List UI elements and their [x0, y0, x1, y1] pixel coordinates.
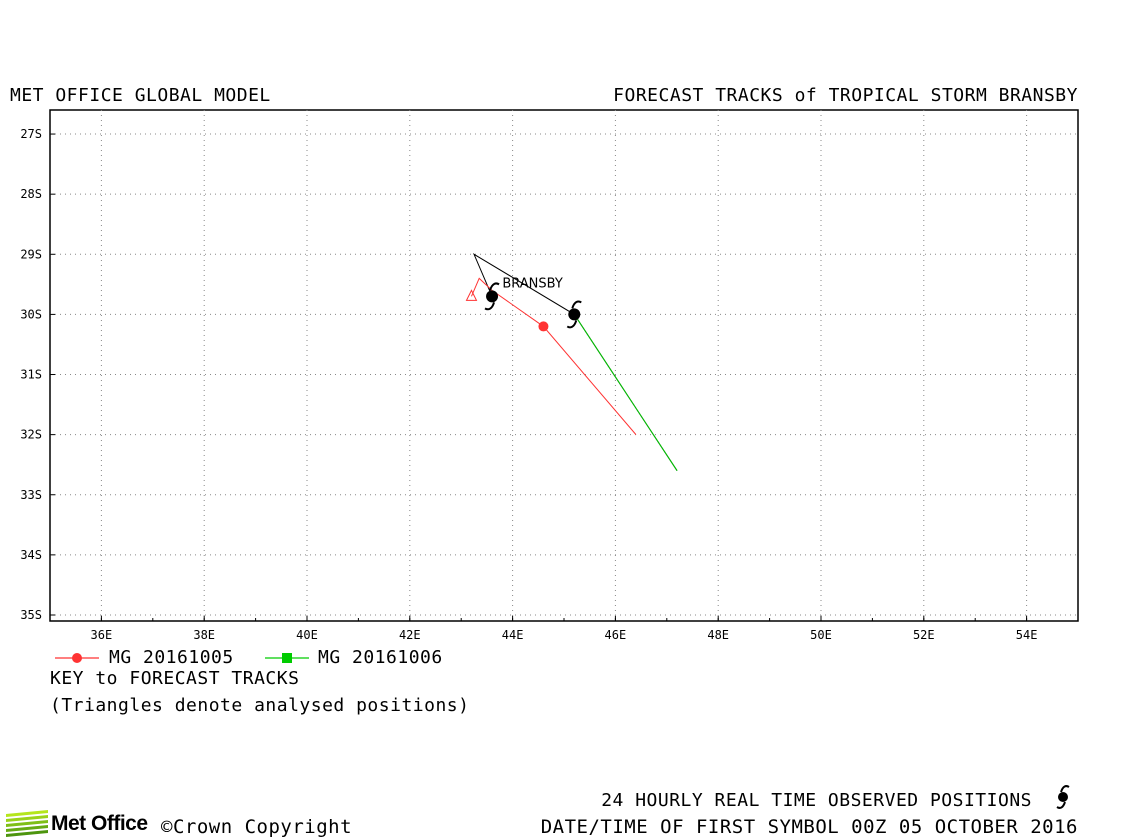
- lon-tick-label: 44E: [502, 628, 524, 642]
- storm-name-label: BRANSBY: [502, 276, 563, 291]
- forecast-marker: [538, 321, 549, 332]
- key-title: KEY to FORECAST TRACKS: [50, 668, 300, 689]
- analysed-position-triangle: [465, 289, 478, 301]
- lat-tick-label: 32S: [20, 428, 42, 442]
- lon-tick-label: 50E: [810, 628, 832, 642]
- first-symbol-datetime: DATE/TIME OF FIRST SYMBOL 00Z 05 OCTOBER…: [540, 816, 1078, 838]
- left-title: MET OFFICE GLOBAL MODEL: [10, 85, 271, 106]
- forecast-track-line: [573, 314, 678, 471]
- right-title: FORECAST TRACKS of TROPICAL STORM BRANSB…: [613, 85, 1078, 106]
- analysed-note: (Triangles denote analysed positions): [50, 695, 470, 716]
- forecast-track-line: [491, 289, 637, 435]
- met-office-brand: Met Office: [51, 812, 148, 835]
- lat-tick-label: 31S: [20, 368, 42, 382]
- legend-mg-20161005-symbol: [55, 653, 99, 663]
- analysed-track-line: [471, 277, 493, 297]
- lon-tick-label: 40E: [296, 628, 318, 642]
- legend-mg-20161005-label: MG 20161005: [109, 647, 234, 668]
- lon-tick-label: 48E: [707, 628, 729, 642]
- lon-tick-label: 38E: [193, 628, 215, 642]
- observed-positions-label: 24 HOURLY REAL TIME OBSERVED POSITIONS: [601, 790, 1032, 811]
- legend-mg-20161006-label: MG 20161006: [318, 647, 443, 668]
- lat-tick-label: 28S: [20, 187, 42, 201]
- lat-tick-label: 30S: [20, 307, 42, 321]
- storm-symbol-icon: [566, 300, 582, 329]
- lat-tick-label: 29S: [20, 247, 42, 261]
- lon-tick-label: 46E: [605, 628, 627, 642]
- observed-storm-symbol-icon: [1056, 785, 1070, 809]
- lat-tick-label: 35S: [20, 608, 42, 622]
- lat-tick-label: 34S: [20, 548, 42, 562]
- lon-tick-label: 54E: [1016, 628, 1038, 642]
- storm-symbol-icon: [484, 282, 500, 311]
- lon-tick-label: 52E: [913, 628, 935, 642]
- lon-tick-label: 42E: [399, 628, 421, 642]
- crown-copyright: ©Crown Copyright: [161, 816, 353, 838]
- lat-tick-label: 33S: [20, 488, 42, 502]
- legend-mg-20161006-symbol: [265, 653, 309, 663]
- lat-tick-label: 27S: [20, 127, 42, 141]
- met-office-logo-icon: [6, 810, 48, 837]
- lon-tick-label: 36E: [91, 628, 113, 642]
